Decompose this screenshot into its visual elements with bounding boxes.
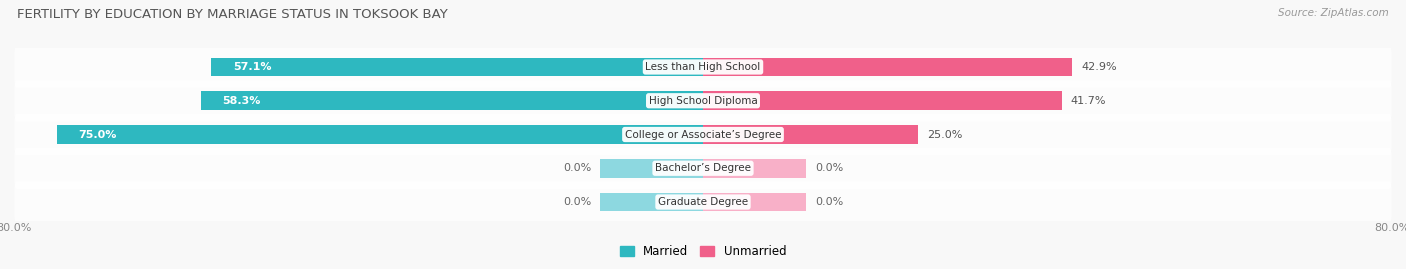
Text: 0.0%: 0.0% <box>815 197 844 207</box>
Bar <box>599 159 703 178</box>
FancyBboxPatch shape <box>14 80 1392 121</box>
FancyBboxPatch shape <box>14 46 1392 88</box>
Text: 57.1%: 57.1% <box>233 62 271 72</box>
Text: College or Associate’s Degree: College or Associate’s Degree <box>624 129 782 140</box>
Text: 41.7%: 41.7% <box>1071 96 1107 106</box>
Text: 75.0%: 75.0% <box>79 129 117 140</box>
Text: Graduate Degree: Graduate Degree <box>658 197 748 207</box>
Bar <box>703 193 807 211</box>
Bar <box>211 58 703 76</box>
Text: 42.9%: 42.9% <box>1081 62 1116 72</box>
Bar <box>703 58 1073 76</box>
Text: Source: ZipAtlas.com: Source: ZipAtlas.com <box>1278 8 1389 18</box>
Bar <box>201 91 703 110</box>
FancyBboxPatch shape <box>14 148 1392 189</box>
Bar <box>58 125 703 144</box>
Bar <box>703 159 807 178</box>
FancyBboxPatch shape <box>14 114 1392 155</box>
Text: Bachelor’s Degree: Bachelor’s Degree <box>655 163 751 173</box>
Text: 25.0%: 25.0% <box>927 129 962 140</box>
Legend: Married, Unmarried: Married, Unmarried <box>614 240 792 263</box>
Bar <box>703 125 918 144</box>
Bar <box>599 193 703 211</box>
Text: 0.0%: 0.0% <box>562 197 591 207</box>
Text: FERTILITY BY EDUCATION BY MARRIAGE STATUS IN TOKSOOK BAY: FERTILITY BY EDUCATION BY MARRIAGE STATU… <box>17 8 447 21</box>
FancyBboxPatch shape <box>14 181 1392 223</box>
Text: 0.0%: 0.0% <box>815 163 844 173</box>
Text: 58.3%: 58.3% <box>222 96 262 106</box>
Text: Less than High School: Less than High School <box>645 62 761 72</box>
Bar <box>703 91 1062 110</box>
Text: High School Diploma: High School Diploma <box>648 96 758 106</box>
Text: 0.0%: 0.0% <box>562 163 591 173</box>
